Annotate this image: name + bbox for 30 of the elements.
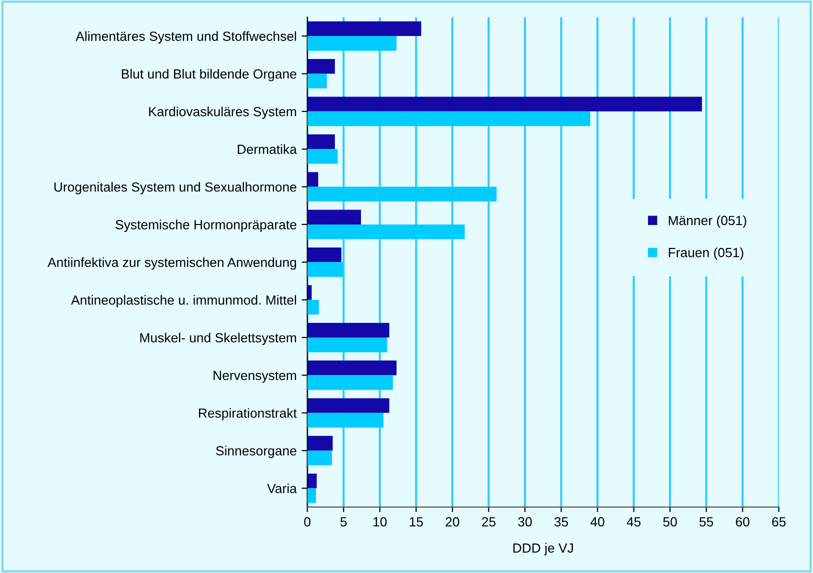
legend-label: Frauen (051) — [668, 248, 744, 260]
y-tick-label: Antiinfektiva zur systemischen Anwendung — [48, 257, 296, 270]
y-tick-label: Nervensystem — [214, 370, 296, 383]
y-tick-label: Kardiovaskuläres System — [149, 106, 296, 119]
x-tick-label: 5 — [340, 517, 347, 527]
x-axis-title: DDD je VJ — [513, 543, 573, 556]
y-tick-label: Respirationstrakt — [198, 408, 297, 420]
x-tick-label: 10 — [374, 517, 387, 527]
x-tick-label: 30 — [518, 517, 532, 527]
x-tick-label: 35 — [554, 517, 568, 527]
x-tick-label: 60 — [736, 517, 750, 527]
x-tick-label: 0 — [304, 517, 310, 527]
y-tick-label: Sinnesorgane — [216, 446, 296, 458]
y-tick-label: Muskel- und Skelettsystem — [140, 332, 296, 346]
y-tick-label: Antineoplastische u. immunmod. Mittel — [71, 295, 296, 308]
x-tick-label: 25 — [482, 517, 496, 527]
legend-label: Männer (051) — [668, 215, 746, 228]
y-tick-label: Dermatika — [238, 144, 297, 154]
y-tick-label: Alimentäres System und Stoffwechsel — [76, 31, 296, 44]
x-tick-label: 40 — [590, 517, 604, 527]
x-tick-label: 20 — [446, 517, 460, 527]
y-tick-label: Systemische Hormonpräparate — [116, 220, 296, 232]
y-tick-label: Urogenitales System und Sexualhormone — [54, 182, 296, 194]
x-tick-label: 45 — [626, 517, 641, 527]
x-tick-label: 50 — [663, 517, 677, 527]
x-tick-label: 65 — [772, 517, 786, 527]
x-tick-label: 55 — [700, 517, 714, 527]
y-tick-label: Blut und Blut bildende Organe — [122, 68, 296, 82]
x-tick-label: 15 — [410, 517, 423, 527]
y-tick-label: Varia — [267, 483, 297, 494]
